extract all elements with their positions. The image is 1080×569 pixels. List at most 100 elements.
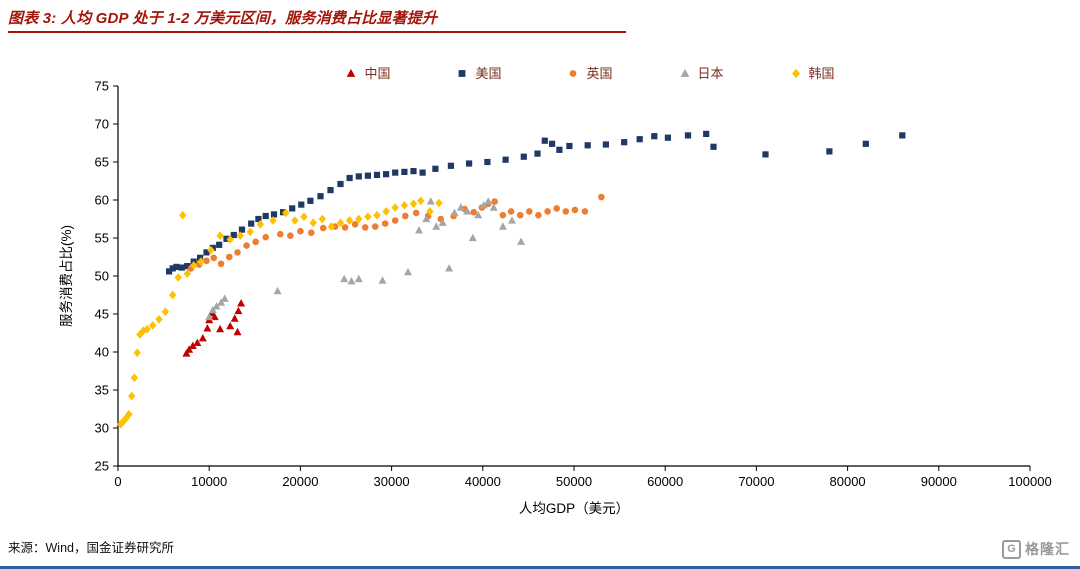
data-point [470,208,478,216]
data-point [450,208,459,216]
data-point [468,233,477,242]
data-point [419,169,426,176]
data-point [203,324,212,332]
data-point [404,267,412,276]
x-axis-title: 人均GDP（美元） [519,501,629,516]
data-point [346,174,353,182]
data-point [351,221,359,228]
data-point [401,168,408,175]
data-point [566,142,573,150]
data-point [122,413,130,423]
x-tick-label: 70000 [738,474,774,489]
data-point [188,341,197,349]
data-point [549,140,556,147]
data-point [382,207,390,216]
data-point [341,224,349,231]
data-point [347,277,356,285]
legend-item-美国: 美国 [456,63,501,82]
data-point [762,151,769,158]
x-tick-label: 30000 [374,474,410,489]
data-point [217,298,226,306]
data-point [212,302,221,310]
data-point [182,349,191,357]
data-point [438,218,447,226]
data-point [364,212,372,221]
legend-item-中国: 中国 [345,63,390,82]
data-point [223,235,230,242]
data-point [680,68,689,77]
data-point [899,132,906,139]
legend-label: 中国 [364,66,391,81]
data-point [248,220,255,227]
legend-item-日本: 日本 [679,63,724,82]
data-point [307,197,314,204]
data-point [826,148,833,155]
legend-marker [570,69,577,77]
data-point [209,244,216,251]
gelonghui-logo: G 格隆汇 [1002,539,1070,559]
bottom-accent-bar [0,566,1080,569]
data-point [119,416,128,426]
data-point [327,187,334,194]
data-point [246,227,254,237]
data-point [210,254,218,262]
data-point [520,153,527,160]
x-tick-label: 50000 [556,474,592,489]
y-tick-label: 65 [95,155,109,170]
data-point [581,208,589,215]
data-point [570,69,577,77]
data-point [400,201,409,210]
data-point [703,130,710,137]
data-point [534,150,541,157]
gelonghui-logo-text: 格隆汇 [1025,541,1070,557]
data-point [252,238,259,246]
x-tick-label: 90000 [921,474,957,489]
data-point [535,211,542,219]
data-point [447,162,454,169]
chart-title: 图表 3: 人均 GDP 处于 1-2 万美元区间，服务消费占比显著提升 [8,10,438,27]
y-tick-label: 45 [95,307,109,322]
legend-label: 日本 [697,66,724,81]
data-point [489,203,498,211]
x-tick-label: 60000 [647,474,683,489]
data-point [340,274,349,283]
data-point [270,211,278,218]
data-point [203,249,210,256]
data-point [373,171,381,178]
legend-marker [347,68,356,77]
data-point [174,273,182,282]
data-point [287,232,294,239]
data-point [130,373,139,383]
data-point [422,214,431,223]
data-point [226,253,233,261]
data-point [234,249,241,256]
data-point [553,205,560,212]
y-tick-label: 70 [95,117,109,132]
data-point [216,324,225,333]
data-point [602,141,609,148]
data-point [426,207,434,216]
data-point [319,224,327,232]
data-point [456,203,465,211]
title-underline [8,31,626,33]
data-point [318,214,326,224]
data-point [484,158,491,166]
chart-legend: 中国 美国 英国 日本 韩国 [150,63,1030,82]
data-point [220,294,229,302]
scatter-chart: 25 30 35 40 45 50 55 60 65 70 75 0 10000 20000 30000 40… [59,79,1052,517]
data-point [598,193,605,201]
data-point [178,264,185,271]
data-point [381,220,389,227]
data-point [262,233,269,241]
data-point [491,198,499,205]
data-point [383,171,390,178]
data-point [502,156,509,163]
data-point [327,222,336,231]
data-point [298,201,305,208]
data-point [507,208,515,215]
data-point [197,257,205,266]
data-point [238,226,246,233]
data-point [149,321,157,330]
data-point [347,68,356,77]
data-point [173,263,180,270]
